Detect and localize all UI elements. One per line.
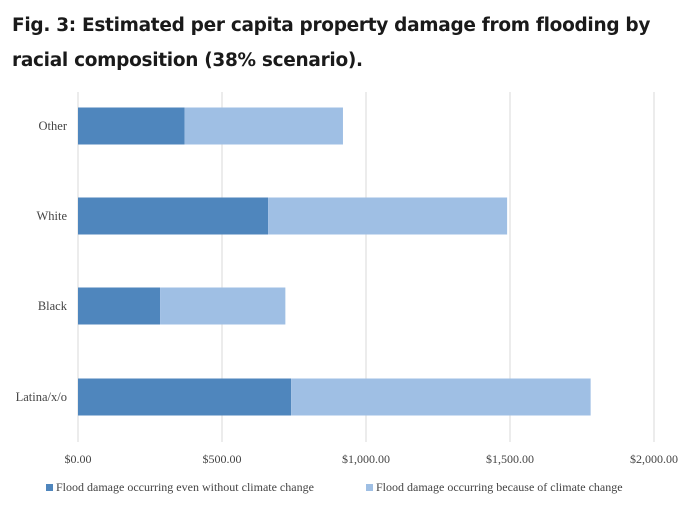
category-label-0: Other <box>39 119 68 133</box>
bar-latina-x-o-series-1 <box>78 378 292 416</box>
category-label-3: Latina/x/o <box>16 390 67 404</box>
x-tick-label-1: $500.00 <box>203 452 242 466</box>
category-label-2: Black <box>38 299 68 313</box>
x-tick-label-3: $1,500.00 <box>486 452 534 466</box>
bar-black-series-1 <box>78 287 161 325</box>
bar-latina-x-o-series-2 <box>291 378 591 416</box>
bar-black-series-2 <box>160 287 286 325</box>
bar-white-series-1 <box>78 197 269 235</box>
category-label-1: White <box>36 209 67 223</box>
bar-white-series-2 <box>268 197 508 235</box>
chart-title: Fig. 3: Estimated per capita property da… <box>12 15 651 71</box>
bar-other-series-1 <box>78 107 185 145</box>
bar-other-series-2 <box>184 107 343 145</box>
x-tick-label-0: $0.00 <box>65 452 92 466</box>
x-tick-label-2: $1,000.00 <box>342 452 390 466</box>
x-tick-label-4: $2,000.00 <box>630 452 678 466</box>
legend-label-2: Flood damage occurring because of climat… <box>376 480 623 494</box>
legend-label-1: Flood damage occurring even without clim… <box>56 480 314 494</box>
legend-swatch-2 <box>366 484 373 491</box>
legend-swatch-1 <box>46 484 53 491</box>
